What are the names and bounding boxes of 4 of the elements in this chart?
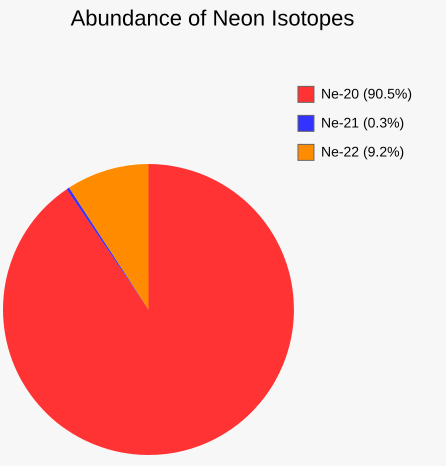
legend-label: Ne-20 (90.5%) [320,85,412,102]
chart-title: Abundance of Neon Isotopes [70,5,354,30]
legend-label: Ne-22 (9.2%) [320,143,404,160]
legend-label: Ne-21 (0.3%) [320,114,404,130]
